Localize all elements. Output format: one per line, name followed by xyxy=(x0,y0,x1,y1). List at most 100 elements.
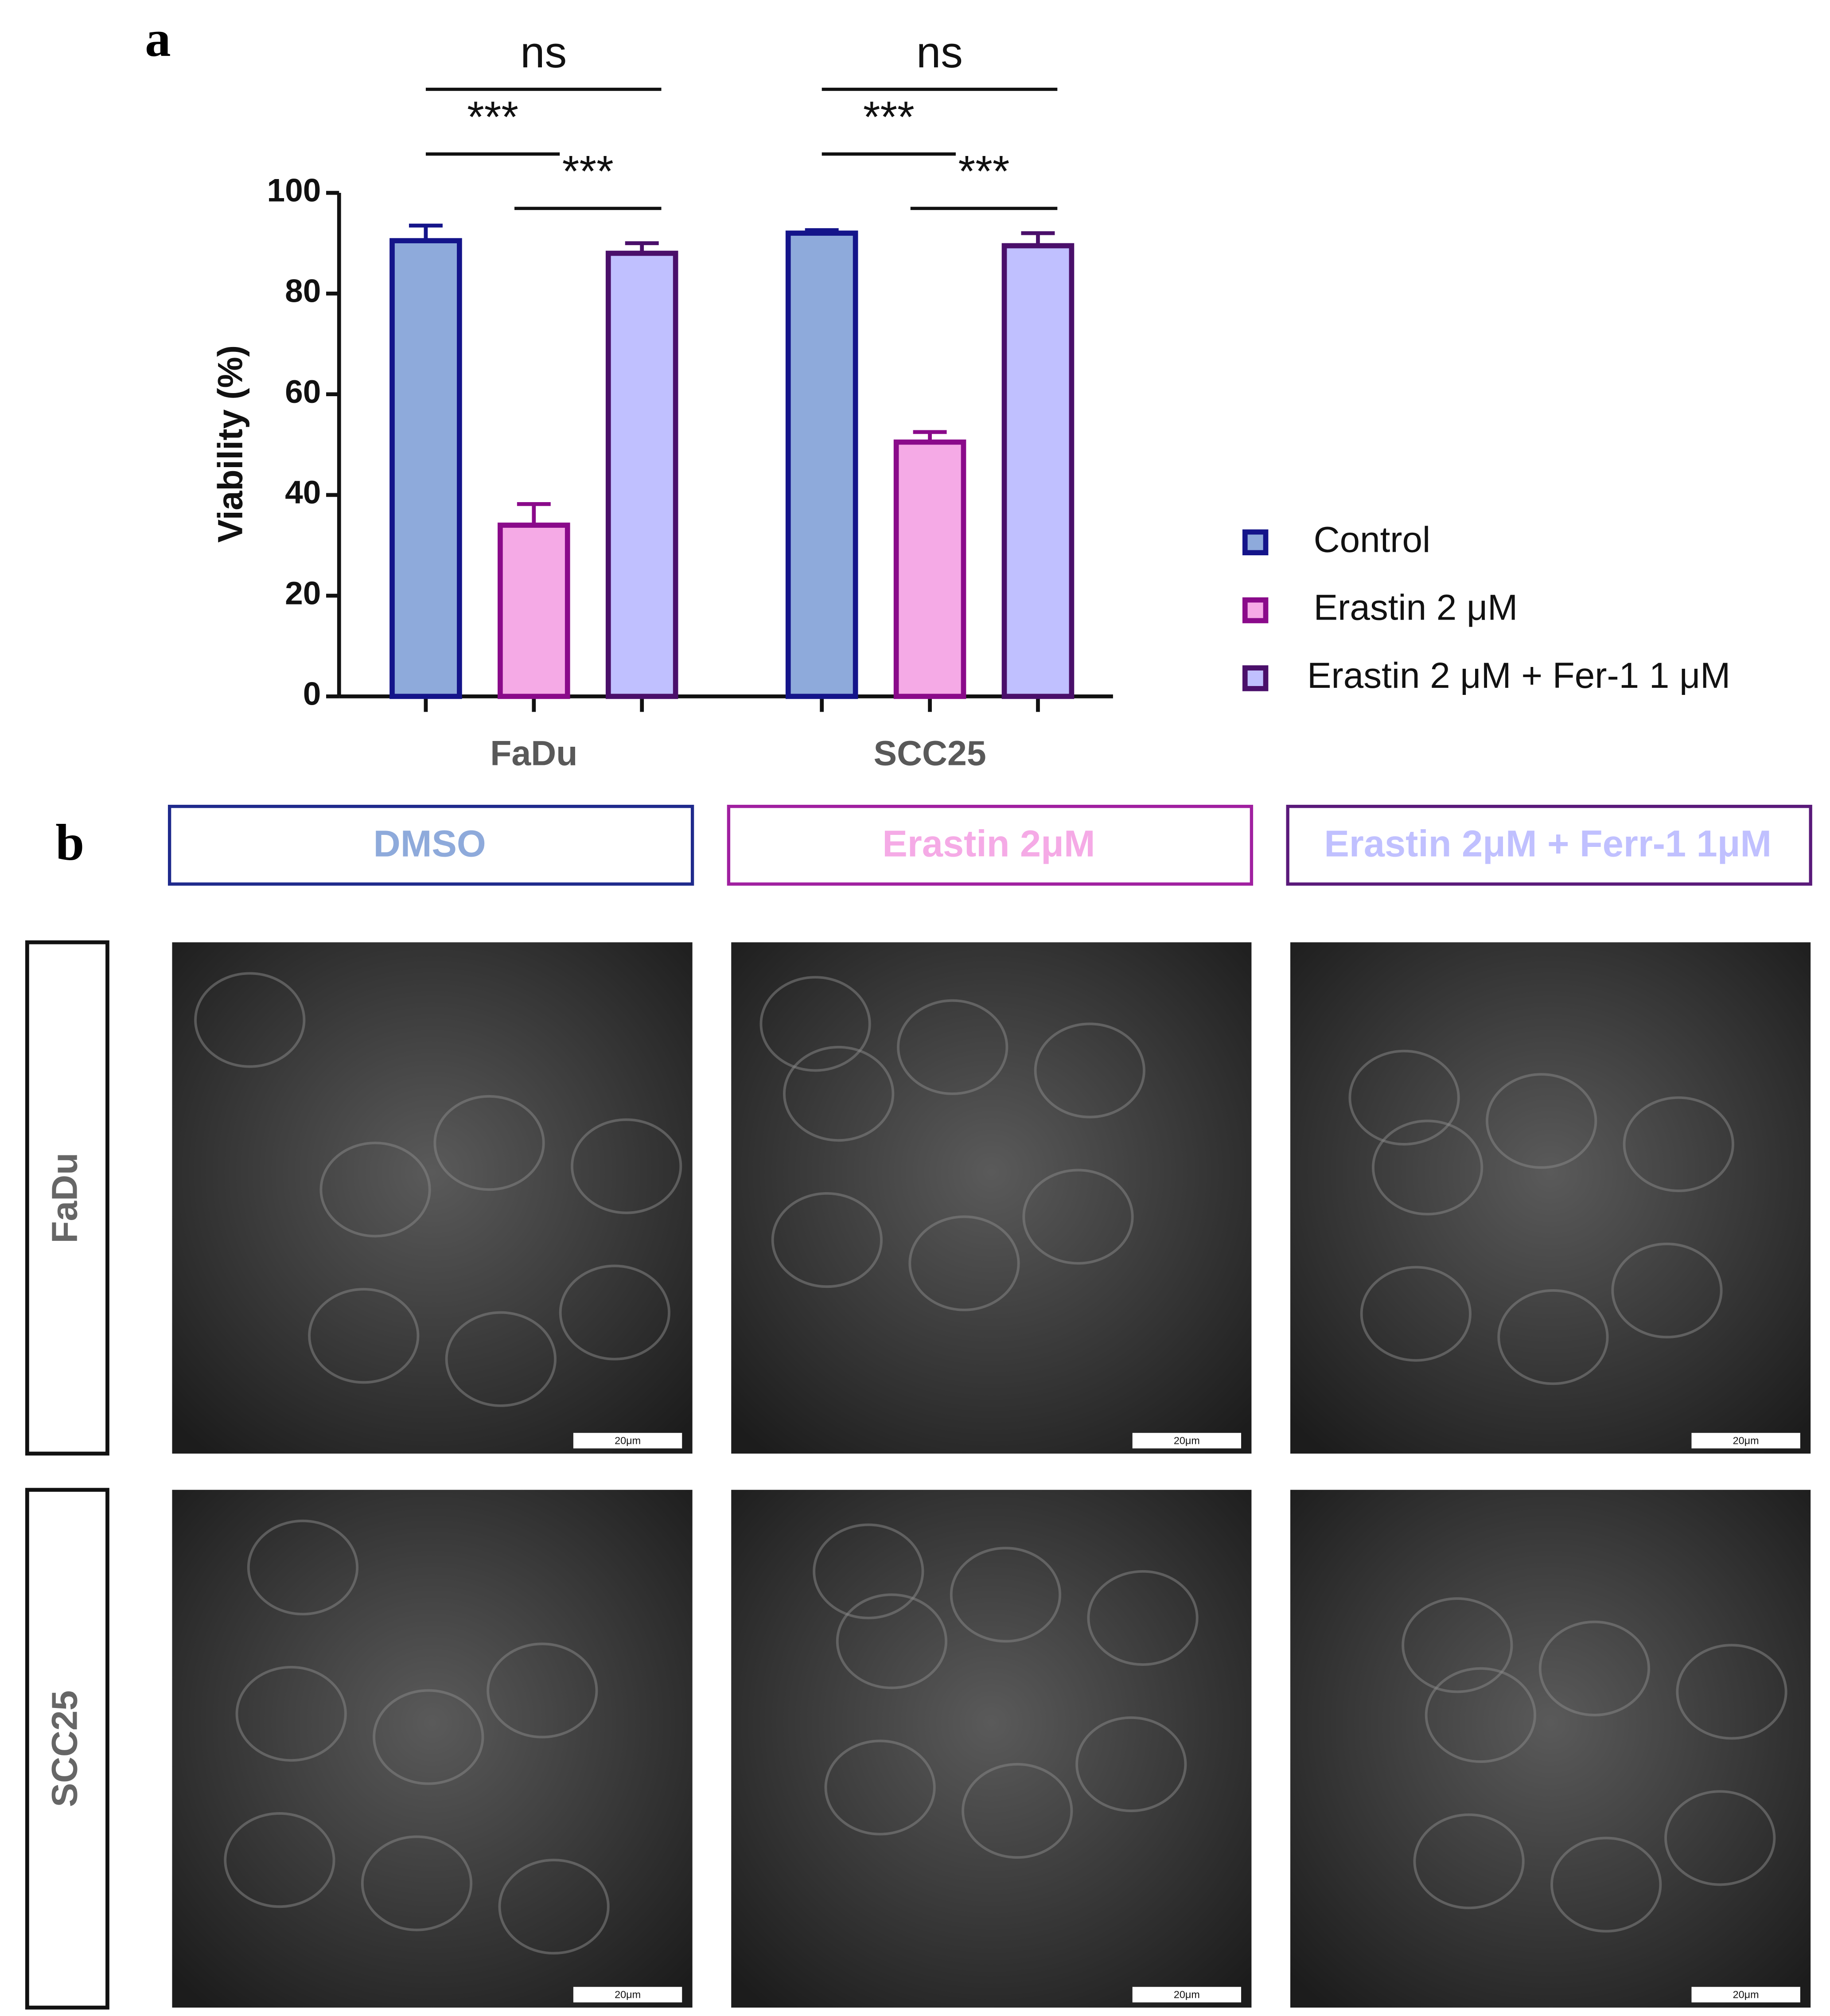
cell xyxy=(373,1689,484,1785)
cell xyxy=(1550,1837,1662,1933)
cell xyxy=(247,1519,359,1616)
scale-bar xyxy=(1691,1987,1800,2003)
bar xyxy=(498,523,570,699)
cell xyxy=(1372,1119,1483,1216)
bar xyxy=(389,238,462,699)
cell xyxy=(1486,1073,1597,1169)
cell xyxy=(1022,1169,1134,1265)
scale-bar-label: 20μm xyxy=(1174,1989,1200,2000)
cell xyxy=(1087,1570,1199,1666)
column-header: Erastin 2μM xyxy=(882,823,1095,865)
column-header: Erastin 2μM + Ferr-1 1μM xyxy=(1324,823,1772,865)
cell xyxy=(1611,1242,1723,1339)
cell xyxy=(1348,1049,1460,1146)
cell xyxy=(813,1523,924,1619)
cell xyxy=(487,1642,598,1739)
cell xyxy=(1497,1289,1609,1385)
legend-label: Erastin 2 μM xyxy=(1314,588,1518,628)
y-tick-label: 0 xyxy=(303,676,321,712)
cell xyxy=(224,1812,335,1908)
cell xyxy=(824,1739,936,1836)
row-label-box xyxy=(25,940,109,1456)
micrograph xyxy=(731,942,1252,1454)
significance-label: *** xyxy=(958,147,1010,196)
panel-label: a xyxy=(145,10,171,67)
y-tick-label: 60 xyxy=(285,374,321,410)
bar xyxy=(785,230,858,699)
column-header-box xyxy=(727,804,1254,886)
cell xyxy=(783,1045,895,1142)
scale-bar xyxy=(1691,1433,1800,1449)
scale-bar-label: 20μm xyxy=(1733,1989,1759,2000)
legend-swatch xyxy=(1242,529,1269,555)
legend-swatch xyxy=(1242,597,1269,624)
micrograph xyxy=(1290,1490,1811,2008)
micrograph xyxy=(172,1490,693,2008)
cell xyxy=(571,1118,682,1214)
row-label-box xyxy=(25,1488,109,2010)
cell xyxy=(433,1095,545,1191)
x-tick-label: SCC25 xyxy=(873,734,986,773)
cell xyxy=(1034,1022,1145,1119)
cell xyxy=(308,1288,420,1384)
micrograph xyxy=(172,942,693,1454)
cell xyxy=(1075,1716,1187,1812)
row-label: FaDu xyxy=(44,1153,85,1243)
cell xyxy=(962,1763,1073,1859)
bar xyxy=(1001,243,1075,699)
significance-label: ns xyxy=(916,28,963,77)
legend-label: Erastin 2 μM + Fer-1 1 μM xyxy=(1307,655,1730,696)
cell xyxy=(771,1192,883,1288)
cell xyxy=(836,1593,948,1689)
cell xyxy=(361,1835,473,1931)
scale-bar-label: 20μm xyxy=(1174,1435,1200,1446)
scale-bar xyxy=(573,1987,682,2003)
significance-label: ns xyxy=(520,28,567,77)
column-header-box xyxy=(1286,804,1812,886)
scale-bar-label: 20μm xyxy=(1733,1435,1759,1446)
legend-swatch xyxy=(1242,665,1269,691)
cell xyxy=(319,1142,431,1238)
cell xyxy=(1402,1597,1513,1693)
scale-bar xyxy=(573,1433,682,1449)
legend-label: Control xyxy=(1314,519,1431,560)
cell xyxy=(1413,1813,1525,1910)
y-tick-label: 40 xyxy=(285,475,321,511)
x-tick-label: FaDu xyxy=(490,734,577,773)
column-header-box xyxy=(167,804,694,886)
significance-label: *** xyxy=(467,93,518,142)
y-tick-label: 20 xyxy=(285,575,321,611)
cell xyxy=(1425,1667,1536,1763)
scale-bar xyxy=(1132,1987,1242,2003)
scale-bar-label: 20μm xyxy=(615,1989,641,2000)
cell xyxy=(498,1859,610,1955)
cell xyxy=(759,976,871,1072)
bar xyxy=(605,250,678,699)
row-label: SCC25 xyxy=(44,1690,85,1807)
cell xyxy=(908,1215,1020,1311)
significance-label: *** xyxy=(863,93,915,142)
cell xyxy=(559,1264,670,1361)
scale-bar xyxy=(1132,1433,1242,1449)
cell xyxy=(1664,1790,1776,1886)
scale-bar-label: 20μm xyxy=(615,1435,641,1446)
micrograph xyxy=(731,1490,1252,2008)
panel-label: b xyxy=(55,814,84,871)
cell xyxy=(950,1547,1062,1643)
cell xyxy=(445,1311,557,1407)
cell xyxy=(1676,1644,1787,1740)
bar xyxy=(893,439,966,699)
cell xyxy=(235,1665,347,1762)
y-tick-label: 80 xyxy=(285,273,321,309)
y-tick-label: 100 xyxy=(267,172,321,208)
cell xyxy=(194,972,306,1068)
micrograph xyxy=(1290,942,1811,1454)
cell xyxy=(1623,1096,1734,1192)
cell xyxy=(1360,1266,1472,1362)
significance-label: *** xyxy=(562,147,614,196)
cell xyxy=(897,999,1008,1095)
column-header: DMSO xyxy=(374,823,486,865)
cell xyxy=(1538,1620,1651,1716)
